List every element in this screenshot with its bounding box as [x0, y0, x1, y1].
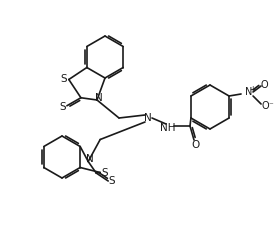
- Text: S: S: [109, 176, 116, 186]
- Text: N: N: [95, 93, 103, 103]
- Text: O: O: [260, 80, 268, 90]
- Text: S: S: [102, 167, 109, 178]
- Text: NH: NH: [160, 123, 176, 133]
- Text: +: +: [249, 85, 255, 94]
- Text: O: O: [191, 140, 199, 150]
- Text: O: O: [261, 101, 269, 111]
- Text: N: N: [86, 155, 94, 164]
- Text: S: S: [60, 102, 66, 112]
- Text: ⁻: ⁻: [269, 101, 273, 110]
- Text: N: N: [245, 87, 253, 97]
- Text: S: S: [60, 74, 67, 85]
- Text: N: N: [144, 113, 152, 123]
